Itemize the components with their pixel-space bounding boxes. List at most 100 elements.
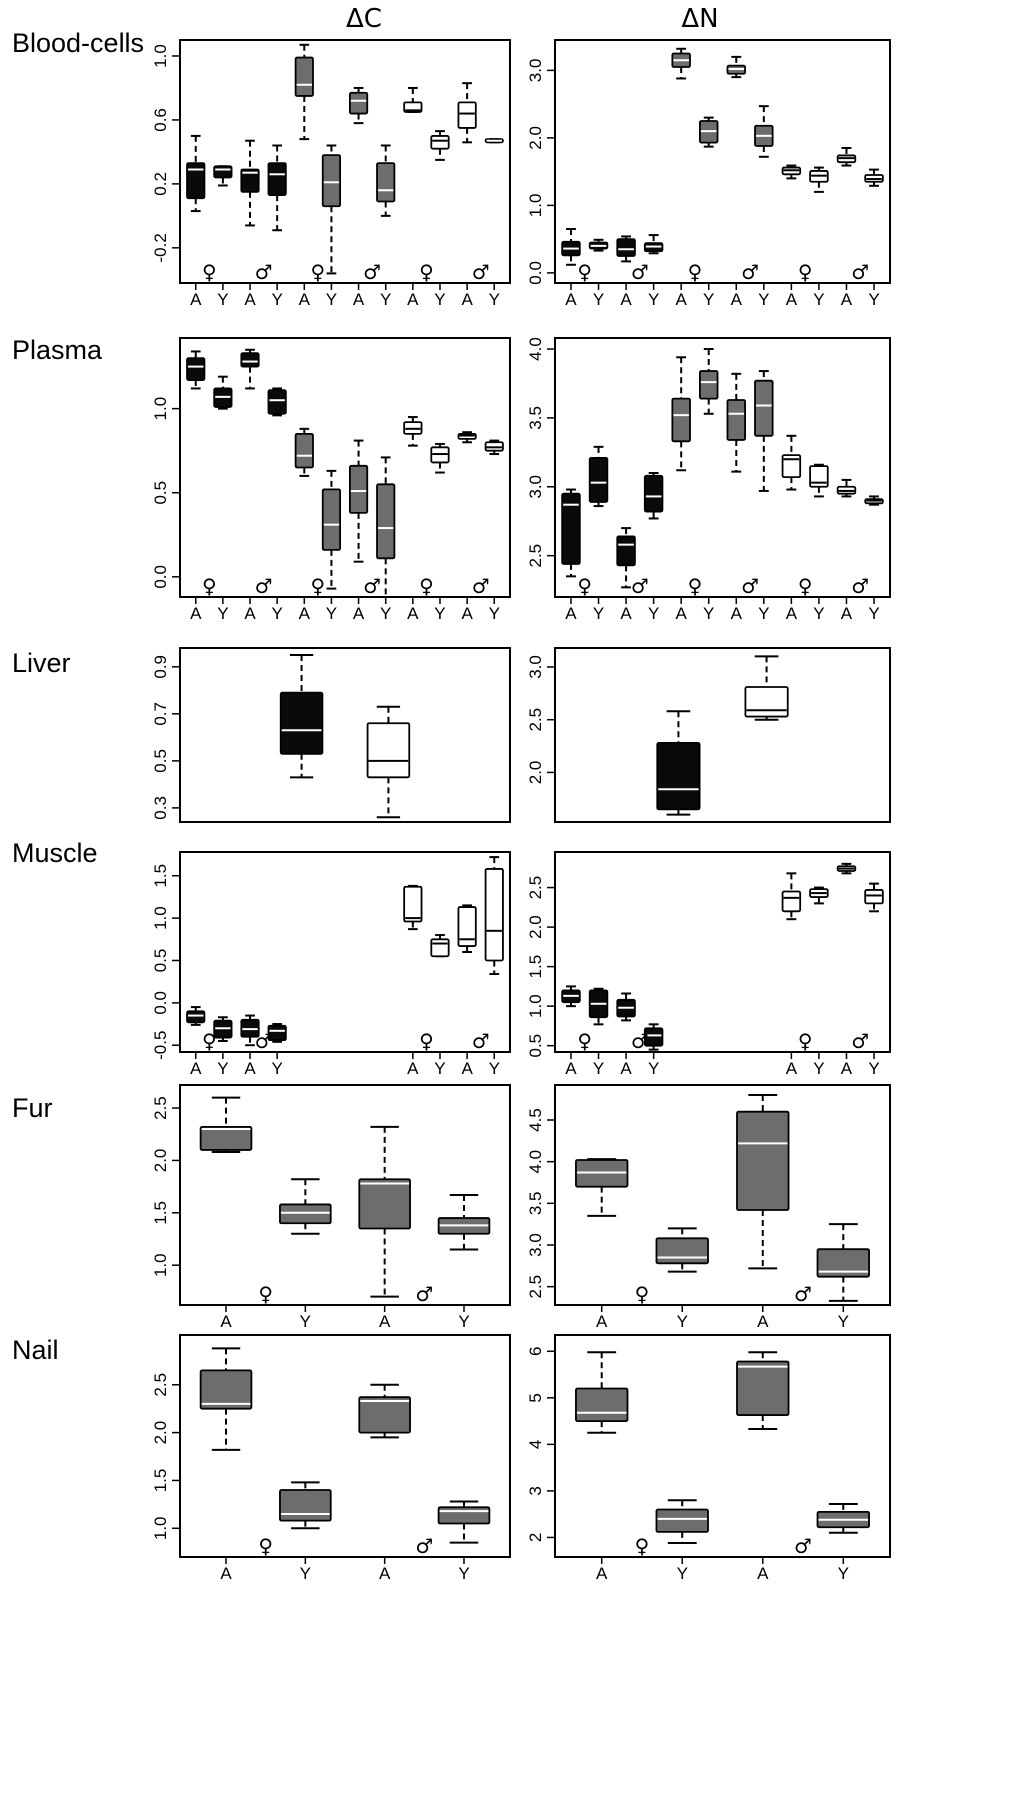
y-tick-label-plasma-dc: 0.0 [151,565,170,589]
box-plasma-dn [561,492,581,565]
column-title-delta-n: ΔN [681,4,719,34]
female-symbol-plasma-dn: ♀ [688,574,703,598]
x-tick-label-blood-cells-dc: A [190,290,202,309]
x-tick-label-plasma-dn: A [731,604,743,623]
plot-frame-nail-dc [179,1334,511,1558]
x-tick-label-muscle-dn: Y [648,1059,659,1078]
female-symbol-blood-cells-dc: ♀ [202,260,217,284]
box-blood-cells-dc [213,165,233,179]
x-tick-label-fur-dc: Y [300,1312,311,1331]
male-symbol-muscle-dn: ♂ [851,1029,869,1053]
male-symbol-nail-dn: ♂ [794,1534,812,1558]
x-tick-label-plasma-dn: Y [648,604,659,623]
x-tick-label-plasma-dn: A [620,604,632,623]
box-plasma-dc [294,432,314,469]
box-nail-dc [358,1396,411,1434]
x-tick-label-blood-cells-dn: Y [648,290,659,309]
x-tick-label-fur-dc: A [220,1312,232,1331]
column-title-delta-c: ΔC [346,4,382,34]
y-tick-label-nail-dc: 2.0 [151,1421,170,1445]
y-tick-label-muscle-dn: 2.0 [526,915,545,939]
x-tick-label-blood-cells-dc: A [299,290,311,309]
x-tick-label-plasma-dc: Y [489,604,500,623]
y-tick-label-muscle-dn: 1.5 [526,955,545,979]
x-tick-label-blood-cells-dn: A [786,290,798,309]
box-blood-cells-dc [240,168,260,193]
x-tick-label-plasma-dc: Y [217,604,228,623]
male-symbol-blood-cells-dc: ♂ [472,260,490,284]
male-symbol-muscle-dc: ♂ [472,1029,490,1053]
plot-frame-blood-cells-dn [554,39,891,284]
y-tick-label-nail-dn: 6 [526,1347,545,1356]
x-tick-label-plasma-dc: A [244,604,256,623]
y-tick-label-muscle-dc: -0.5 [151,1031,170,1060]
y-tick-label-liver-dc: 0.3 [151,796,170,820]
x-tick-label-nail-dn: Y [838,1564,849,1583]
box-plasma-dc [376,483,396,560]
box-plasma-dn [726,399,746,441]
male-symbol-blood-cells-dc: ♂ [363,260,381,284]
x-tick-label-plasma-dn: Y [868,604,879,623]
row-label-blood-cells: Blood-cells [12,28,145,58]
box-muscle-dc [430,938,450,958]
box-nail-dn [655,1508,709,1533]
box-plasma-dc [240,352,260,368]
plot-frame-plasma-dc [179,337,511,598]
x-tick-label-blood-cells-dn: Y [868,290,879,309]
x-tick-label-muscle-dn: A [565,1059,577,1078]
y-tick-label-plasma-dn: 3.5 [526,406,545,430]
y-tick-label-muscle-dn: 0.5 [526,1034,545,1058]
box-plasma-dc [186,357,206,381]
box-blood-cells-dc [267,162,287,196]
box-liver-dc [366,722,411,779]
x-tick-label-blood-cells-dc: Y [434,290,445,309]
box-blood-cells-dc [321,154,342,208]
box-muscle-dc [403,885,423,923]
y-tick-label-fur-dc: 2.5 [151,1096,170,1120]
y-tick-label-fur-dn: 3.5 [526,1192,545,1216]
box-blood-cells-dc [186,162,206,200]
y-tick-label-nail-dc: 1.5 [151,1469,170,1493]
female-symbol-blood-cells-dc: ♀ [311,260,326,284]
female-symbol-plasma-dc: ♀ [311,574,326,598]
female-symbol-fur-dn: ♀ [635,1282,650,1306]
x-tick-label-nail-dc: Y [458,1564,469,1583]
x-tick-label-blood-cells-dc: A [244,290,256,309]
y-tick-label-fur-dn: 4.5 [526,1108,545,1132]
x-tick-label-muscle-dc: Y [489,1059,500,1078]
y-tick-label-plasma-dc: 1.0 [151,397,170,421]
y-tick-label-blood-cells-dc: -0.2 [151,233,170,262]
female-symbol-muscle-dn: ♀ [577,1029,592,1053]
x-tick-label-muscle-dc: A [461,1059,473,1078]
box-fur-dc [358,1178,411,1230]
plot-frame-blood-cells-dc [179,39,511,284]
y-tick-label-plasma-dc: 0.5 [151,481,170,505]
box-muscle-dn [781,890,802,913]
x-tick-label-plasma-dc: A [299,604,311,623]
x-tick-label-plasma-dc: A [353,604,365,623]
y-tick-label-fur-dc: 2.0 [151,1149,170,1173]
x-tick-label-plasma-dn: A [565,604,577,623]
box-nail-dn [736,1360,790,1416]
y-tick-label-blood-cells-dc: 1.0 [151,44,170,68]
box-blood-cells-dc [430,135,450,150]
x-tick-label-blood-cells-dn: Y [813,290,824,309]
male-symbol-blood-cells-dc: ♂ [255,260,273,284]
x-tick-label-blood-cells-dc: Y [217,290,228,309]
box-plasma-dn [616,535,636,567]
x-tick-label-nail-dn: Y [677,1564,688,1583]
x-tick-label-blood-cells-dc: Y [380,290,391,309]
x-tick-label-fur-dn: Y [677,1312,688,1331]
y-tick-label-muscle-dc: 1.0 [151,906,170,930]
female-symbol-muscle-dn: ♀ [798,1029,813,1053]
box-blood-cells-dc [348,91,369,115]
y-tick-label-plasma-dn: 2.5 [526,544,545,568]
x-tick-label-muscle-dc: Y [217,1059,228,1078]
x-tick-label-muscle-dn: A [786,1059,798,1078]
x-tick-label-muscle-dc: Y [271,1059,282,1078]
x-tick-label-muscle-dc: Y [434,1059,445,1078]
y-tick-label-blood-cells-dn: 3.0 [526,59,545,83]
box-plasma-dc [267,389,287,415]
y-tick-label-blood-cells-dn: 2.0 [526,126,545,150]
x-tick-label-plasma-dn: A [841,604,853,623]
